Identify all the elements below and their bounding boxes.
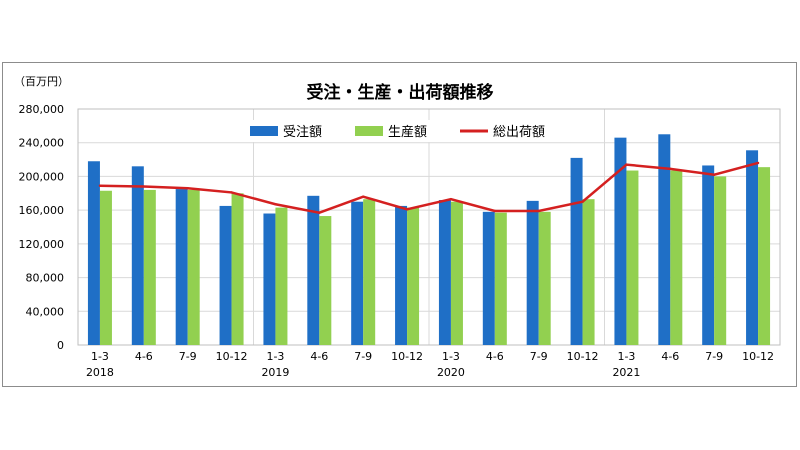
bar-production bbox=[231, 193, 244, 345]
line-point bbox=[669, 167, 672, 171]
line-point bbox=[318, 211, 321, 214]
line-point bbox=[493, 209, 497, 213]
bar-orders bbox=[175, 189, 188, 345]
x-tick-label: 10-12 bbox=[391, 350, 423, 363]
year-label: 2019 bbox=[261, 366, 289, 379]
y-tick-label: 40,000 bbox=[26, 305, 65, 318]
year-label: 2021 bbox=[612, 366, 640, 379]
unit-label: （百万円） bbox=[14, 75, 69, 88]
line-point bbox=[98, 184, 102, 187]
line-point bbox=[186, 187, 189, 190]
line-shipments bbox=[99, 161, 759, 214]
line-point bbox=[537, 209, 540, 213]
x-tick-label: 10-12 bbox=[216, 350, 248, 363]
y-tick-label: 120,000 bbox=[19, 238, 65, 251]
bar-production bbox=[275, 207, 288, 345]
line-point bbox=[361, 195, 365, 198]
legend-label: 総出荷額 bbox=[493, 125, 545, 140]
bar-orders bbox=[87, 161, 100, 345]
bar-orders bbox=[746, 150, 759, 345]
bar-orders bbox=[482, 211, 495, 345]
legend: 受注額 生産額 総出荷額 bbox=[232, 120, 572, 142]
bar-production bbox=[758, 167, 771, 345]
y-tick-label: 240,000 bbox=[19, 137, 65, 150]
bar-production bbox=[494, 212, 507, 345]
bar-orders bbox=[219, 205, 232, 345]
x-tick-label: 10-12 bbox=[567, 350, 599, 363]
bar-orders bbox=[307, 195, 320, 345]
line-point bbox=[230, 191, 233, 194]
bar-production bbox=[319, 216, 332, 345]
bar-orders bbox=[131, 166, 144, 345]
x-tick-label: 1-3 bbox=[266, 350, 284, 363]
x-tick-label: 4-6 bbox=[135, 350, 153, 363]
x-tick-label: 1-3 bbox=[91, 350, 109, 363]
line-point bbox=[449, 197, 453, 201]
year-label: 2018 bbox=[86, 366, 114, 379]
chart-title: 受注・生産・出荷額推移 bbox=[307, 82, 494, 103]
line-point bbox=[625, 163, 628, 166]
x-tick-label: 7-9 bbox=[530, 350, 548, 363]
line-point bbox=[756, 161, 760, 165]
bar-production bbox=[363, 199, 376, 345]
x-tick-label: 1-3 bbox=[442, 350, 460, 363]
bar-production bbox=[714, 176, 727, 345]
bar-production bbox=[538, 211, 551, 345]
y-tick-label: 80,000 bbox=[26, 272, 65, 285]
legend-background bbox=[232, 120, 572, 142]
legend-swatch bbox=[250, 126, 278, 136]
legend-swatch bbox=[355, 126, 383, 136]
bar-orders bbox=[438, 200, 451, 345]
y-tick-label: 200,000 bbox=[19, 170, 65, 183]
bar-orders bbox=[351, 201, 364, 345]
legend-label: 生産額 bbox=[388, 124, 427, 140]
x-tick-label: 4-6 bbox=[486, 350, 504, 363]
bar-production bbox=[407, 207, 420, 345]
bar-production bbox=[670, 170, 683, 345]
x-tick-label: 4-6 bbox=[310, 350, 328, 363]
line-point bbox=[405, 208, 409, 211]
line-point bbox=[142, 185, 146, 188]
bar-orders bbox=[702, 165, 715, 345]
line-point bbox=[274, 203, 277, 206]
line-point bbox=[712, 173, 716, 176]
x-tick-label: 7-9 bbox=[354, 350, 372, 363]
y-tick-label: 280,000 bbox=[19, 103, 65, 116]
y-tick-label: 160,000 bbox=[19, 204, 65, 217]
x-tick-label: 7-9 bbox=[705, 350, 723, 363]
bar-production bbox=[582, 199, 595, 345]
year-label: 2020 bbox=[437, 366, 465, 379]
y-tick-label: 0 bbox=[57, 339, 64, 352]
bar-orders bbox=[614, 137, 627, 345]
bar-orders bbox=[658, 134, 671, 345]
x-tick-label: 4-6 bbox=[661, 350, 679, 363]
x-tick-label: 1-3 bbox=[617, 350, 635, 363]
x-tick-label: 10-12 bbox=[742, 350, 774, 363]
bar-orders bbox=[263, 213, 276, 345]
bar-production bbox=[187, 189, 200, 345]
bar-production bbox=[626, 170, 639, 345]
bar-orders bbox=[395, 205, 408, 345]
bar-orders bbox=[526, 200, 539, 345]
bar-production bbox=[99, 190, 112, 345]
x-tick-label: 7-9 bbox=[179, 350, 197, 363]
bar-production bbox=[143, 189, 156, 345]
plot-area bbox=[77, 108, 781, 346]
line-point bbox=[581, 200, 584, 203]
bar-orders bbox=[570, 157, 583, 345]
bar-production bbox=[450, 201, 463, 345]
legend-label: 受注額 bbox=[283, 125, 322, 140]
